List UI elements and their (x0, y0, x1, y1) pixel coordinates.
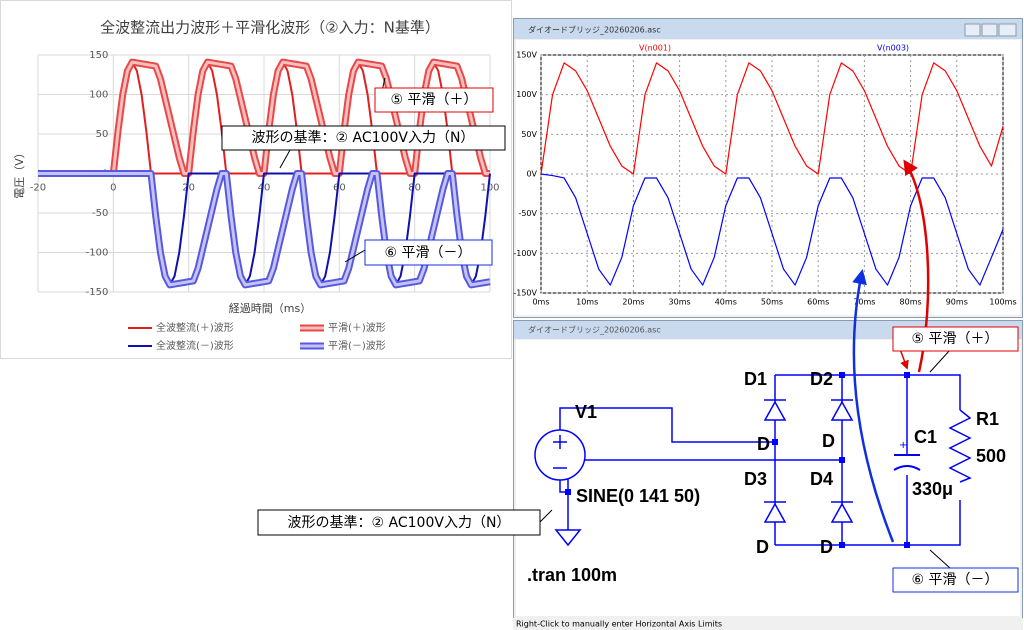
series-line (540, 173, 1004, 286)
x-tick-label: 20ms (622, 298, 644, 307)
callout-text: ⑥ 平滑（－） (911, 571, 998, 588)
callout-box (221, 125, 506, 151)
diode-name: D3 (744, 469, 767, 489)
source-name: V1 (575, 402, 597, 422)
plot-window-title: ダイオードブリッジ_20260206.asc (528, 25, 661, 35)
callout-text: 波形の基準：② AC100V入力（N） (252, 129, 475, 146)
ground (554, 529, 582, 547)
x-tick-label: 90ms (946, 298, 968, 307)
x-tick-label: 80 (408, 183, 421, 194)
x-tick-label: 60ms (807, 298, 829, 307)
callout-leaders (929, 349, 951, 569)
diode-name: D2 (810, 369, 833, 389)
x-tick-label: 100 (480, 183, 499, 194)
directive: .tran 100m (527, 565, 617, 585)
callout-box (364, 239, 493, 266)
x-tick-label: 70ms (853, 298, 875, 307)
plot-pane (516, 40, 1020, 315)
x-tick-label: 30ms (669, 298, 691, 307)
y-tick-label: 50 (96, 129, 109, 140)
y-tick-label: 150 (89, 50, 108, 61)
minimize-button[interactable] (964, 23, 981, 37)
resistor-value: 500 (976, 446, 1006, 466)
x-tick-label: 10ms (576, 298, 598, 307)
maximize-button[interactable] (981, 23, 998, 37)
legend-label: 全波整流(＋)波形 (156, 321, 234, 334)
diode-model: D (822, 431, 835, 451)
y-tick-label: 100V (516, 90, 537, 99)
legend-label: 平滑(－)波形 (328, 339, 386, 352)
diode-name: D1 (744, 369, 767, 389)
status-text: Right-Click to manually enter Horizontal… (516, 620, 722, 629)
callout-text: ⑥ 平滑（－） (384, 244, 471, 261)
diode-model: D (820, 537, 833, 557)
callout-box (257, 509, 541, 536)
source-signs (553, 435, 567, 469)
y-tick-label: 150V (516, 51, 537, 60)
diode-model: D (757, 434, 770, 454)
x-tick-label: 40 (258, 183, 271, 194)
y-tick-label: -100V (513, 249, 537, 258)
node-dots (565, 372, 910, 548)
charts: -150-100-50050100150-20020406080100全波整流(… (30, 44, 1017, 353)
callout-box (892, 567, 1019, 593)
legend-label: 平滑(＋)波形 (328, 321, 386, 334)
y-tick-label: -100 (86, 248, 109, 259)
status-bar (513, 618, 1023, 630)
series-line (540, 62, 1004, 175)
source-value: SINE(0 141 50) (576, 486, 700, 506)
blue-arrow (852, 269, 895, 543)
y-tick-label: 50V (521, 130, 537, 139)
capacitor (893, 454, 921, 471)
chart-title: 全波整流出力波形＋平滑化波形（②入力：N基準） (100, 19, 440, 37)
trace-label: V(n003) (877, 44, 909, 53)
voltage-source (534, 429, 586, 481)
x-tick-label: 80ms (900, 298, 922, 307)
capacitor-name: C1 (914, 427, 937, 447)
series-line-inner (38, 60, 490, 175)
x-tick-label: 100ms (989, 298, 1016, 307)
callout-text: 波形の基準：② AC100V入力（N） (288, 514, 511, 531)
capacitor-value: 330μ (912, 479, 953, 499)
x-tick-label: 0ms (532, 298, 549, 307)
callout-box (374, 87, 494, 113)
callout-box (892, 326, 1019, 352)
y-tick-label: -50 (92, 208, 108, 219)
x-tick-label: 20 (182, 183, 195, 194)
diode-symbols (763, 399, 854, 523)
callout-text: ⑤ 平滑（＋） (390, 91, 477, 108)
diode-model: D (756, 537, 769, 557)
diode-name: D4 (810, 469, 833, 489)
red-pointer (899, 348, 909, 370)
x-tick-label: 50ms (761, 298, 783, 307)
y-axis-label: 電圧（V） (13, 147, 26, 199)
trace-label: V(n001) (639, 44, 671, 53)
x-tick-label: -20 (30, 183, 46, 194)
cap-polarity: + (899, 440, 907, 451)
x-tick-label: 60 (333, 183, 346, 194)
y-tick-label: -50V (518, 209, 537, 218)
close-button[interactable] (998, 23, 1017, 37)
y-tick-label: -150V (513, 289, 537, 298)
y-tick-label: 100 (89, 90, 108, 101)
y-tick-label: -150 (86, 287, 109, 298)
schematic-window-title: ダイオードブリッジ_20260206.asc (528, 325, 661, 335)
y-tick-label: 0V (526, 170, 537, 179)
x-tick-label: 0 (110, 183, 116, 194)
x-tick-label: 40ms (715, 298, 737, 307)
excel-chart-frame (0, 0, 512, 359)
callout-text: ⑤ 平滑（＋） (911, 330, 998, 347)
x-axis-label: 経過時間（ms） (229, 302, 311, 315)
plot-title-bar (514, 19, 1022, 39)
legend-label: 全波整流(－)波形 (156, 339, 234, 352)
resistor-name: R1 (976, 409, 999, 429)
